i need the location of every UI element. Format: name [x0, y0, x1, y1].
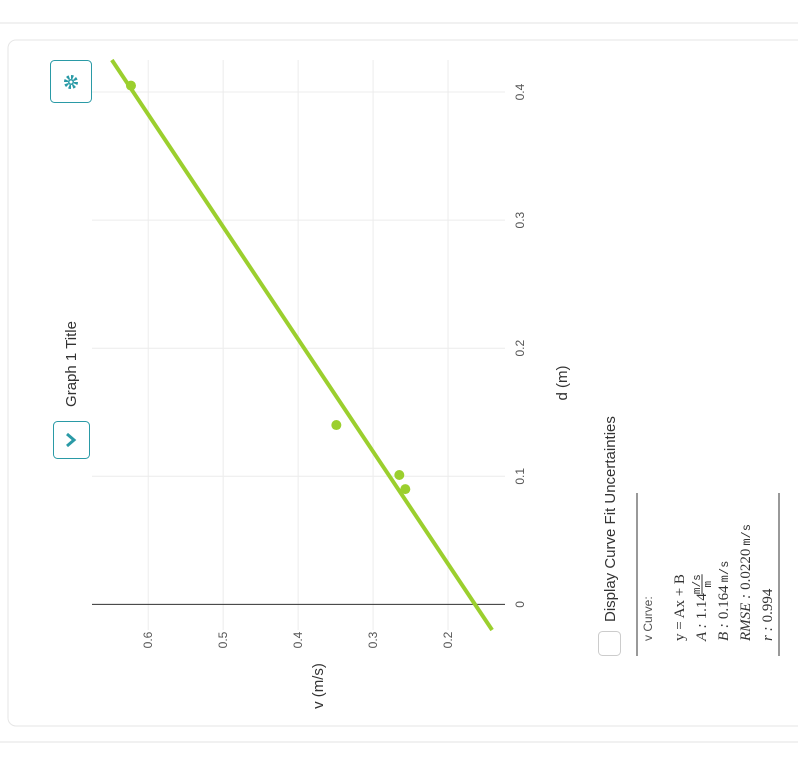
parameter-value: 0.164	[716, 585, 732, 619]
data-point	[400, 484, 411, 495]
expand-button[interactable]	[53, 421, 90, 459]
data-point	[125, 80, 136, 91]
parameter-name: RMSE :	[738, 594, 754, 642]
y-tick-label: 0.2	[441, 631, 455, 648]
uncertainty-toggle[interactable]: Display Curve Fit Uncertainties	[598, 416, 621, 656]
y-tick-label: 0.5	[216, 631, 230, 648]
fit-equation: y = Ax + B	[672, 574, 688, 641]
parameter-unit: m/s	[740, 524, 754, 546]
parameter-value: 1.14	[694, 593, 710, 620]
x-tick-label: 0.1	[513, 468, 527, 485]
fit-parameter: r : 0.994	[760, 588, 776, 641]
fit-heading: v Curve:	[641, 596, 655, 641]
fit-parameter: RMSE : 0.0220 m/s	[738, 524, 754, 642]
parameter-value: 0.0220	[738, 549, 754, 590]
parameter-name: B :	[716, 623, 732, 641]
y-tick-label: 0.3	[366, 631, 380, 648]
y-axis-title: v (m/s)	[310, 663, 327, 709]
parameter-unit: m/s	[718, 561, 732, 583]
graph-title[interactable]: Graph 1 Title	[63, 321, 80, 407]
unit-denominator: m	[703, 581, 715, 588]
y-tick-label: 0.4	[291, 631, 305, 648]
parameter-name: r :	[760, 626, 776, 641]
checkbox-label[interactable]: Display Curve Fit Uncertainties	[602, 416, 619, 622]
fit-parameter: B : 0.164 m/s	[716, 561, 732, 641]
x-tick-label: 0.3	[513, 211, 527, 228]
x-tick-label: 0	[513, 601, 527, 608]
parameter-name: A :	[694, 623, 710, 642]
graph-card	[7, 39, 798, 727]
y-tick-label: 0.6	[141, 631, 155, 648]
x-tick-label: 0.2	[513, 340, 527, 357]
fit-parameter: A : 1.14	[694, 593, 710, 642]
settings-button[interactable]	[50, 60, 92, 103]
unit-numerator: m/s	[692, 574, 704, 594]
fit-line	[110, 58, 494, 632]
parameter-value: 0.994	[760, 588, 776, 622]
data-point	[331, 420, 342, 431]
data-point	[394, 470, 405, 481]
x-tick-label: 0.4	[513, 83, 527, 100]
x-axis-title: d (m)	[554, 366, 571, 401]
